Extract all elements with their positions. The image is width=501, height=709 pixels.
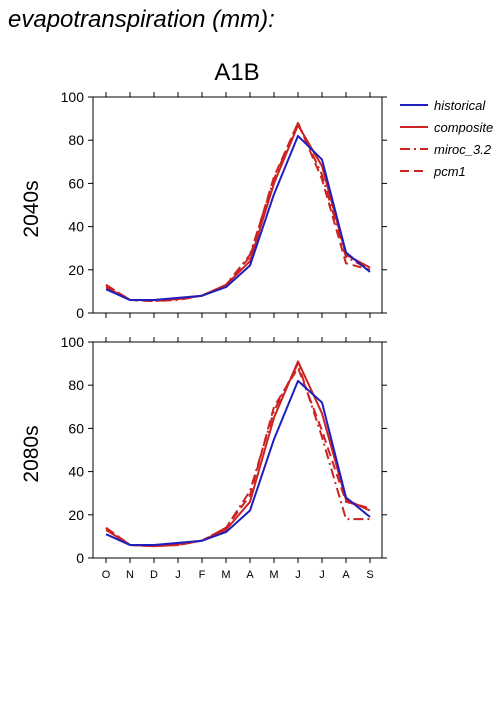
legend-label-historical: historical: [434, 98, 486, 113]
panel-2080s: 0 20 40 60 80 100 O N D J F M A M J J A S 2080s: [20, 334, 387, 581]
x-tick-label: N: [126, 569, 134, 581]
legend-label-miroc: miroc_3.2: [434, 142, 492, 157]
legend-label-composite: composite: [434, 120, 493, 135]
x-tick-label: J: [175, 569, 181, 581]
x-tick-label: J: [295, 569, 301, 581]
y-tick-label: 40: [68, 464, 84, 480]
x-tick-label: O: [102, 569, 111, 581]
x-tick-label: S: [366, 569, 373, 581]
period-label: 2080s: [20, 425, 43, 482]
y-tick-label: 20: [68, 507, 84, 523]
legend-item-miroc: miroc_3.2: [400, 142, 492, 157]
x-tick-label: F: [199, 569, 206, 581]
series-line-historical: [105, 134, 371, 301]
figure-title: evapotranspiration (mm):: [8, 6, 275, 33]
y-tick-label: 100: [61, 334, 85, 350]
plot-frame: [92, 341, 383, 559]
y-tick-label: 100: [61, 89, 85, 105]
x-tick-label: J: [319, 569, 325, 581]
x-tick-label: A: [342, 569, 350, 581]
y-tick-label: 80: [68, 377, 84, 393]
y-tick-label: 60: [68, 420, 84, 436]
y-tick-label: 40: [68, 219, 84, 235]
x-tick-label: M: [221, 569, 230, 581]
legend-item-historical: historical: [400, 98, 486, 113]
legend-item-pcm1: pcm1: [400, 164, 466, 179]
panel-2040s: 0 20 40 60 80 100 2040s: [20, 89, 387, 321]
series-line-historical: [105, 379, 371, 546]
legend: historical composite miroc_3.2 pcm1: [400, 98, 493, 179]
series-line-pcm1: [105, 366, 371, 548]
plot-frame: [92, 96, 383, 314]
x-tick-label: D: [150, 569, 158, 581]
legend-label-pcm1: pcm1: [433, 164, 466, 179]
y-tick-label: 0: [76, 550, 84, 566]
y-tick-label: 80: [68, 132, 84, 148]
y-tick-label: 60: [68, 175, 84, 191]
legend-item-composite: composite: [400, 120, 493, 135]
scenario-label: A1B: [214, 59, 259, 86]
x-tick-label: M: [269, 569, 278, 581]
period-label: 2040s: [20, 180, 43, 237]
y-tick-label: 0: [76, 305, 84, 321]
x-tick-label: A: [246, 569, 254, 581]
y-tick-label: 20: [68, 262, 84, 278]
series-line-composite: [105, 124, 371, 301]
